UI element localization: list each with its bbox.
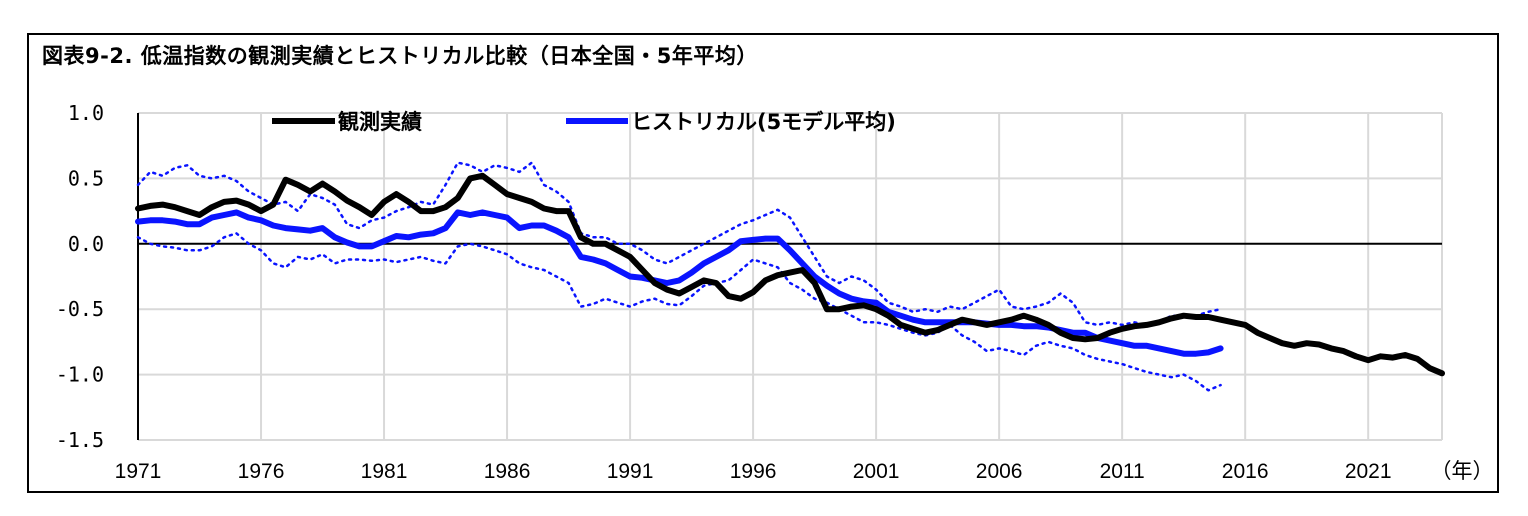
x-tick-label: 1976: [238, 460, 285, 483]
x-tick-label: 2016: [1222, 460, 1269, 483]
x-tick-label: 1986: [484, 460, 531, 483]
x-tick-label: 2021: [1345, 460, 1392, 483]
series-upper-band: [136, 161, 1222, 327]
chart-title: 図表9-2. 低温指数の観測実績とヒストリカル比較（日本全国・5年平均）: [42, 44, 758, 68]
x-tick-label: 2006: [976, 460, 1023, 483]
x-tick-label: 1996: [730, 460, 777, 483]
x-tick-label: 1991: [607, 460, 654, 483]
x-tick-label: 2011: [1100, 460, 1145, 483]
series-lower-band: [136, 232, 1222, 392]
x-tick-label: 1981: [361, 460, 408, 483]
series-historical: [135, 209, 1224, 357]
y-tick-label: 0.0: [68, 232, 104, 256]
y-tick-label: -1.0: [56, 363, 104, 387]
y-tick-label: -1.5: [56, 428, 104, 452]
series-observed: [135, 172, 1445, 377]
x-axis-label: （年）: [1431, 460, 1494, 483]
x-tick-label: 2001: [853, 460, 900, 483]
y-tick-label: 1.0: [68, 101, 104, 125]
legend-label-historical: ヒストリカル(5モデル平均): [631, 110, 896, 134]
y-tick-label: -0.5: [56, 297, 104, 321]
y-tick-label: 0.5: [68, 166, 104, 190]
legend-label-observed: 観測実績: [338, 110, 422, 134]
x-tick-label: 1971: [115, 460, 162, 483]
